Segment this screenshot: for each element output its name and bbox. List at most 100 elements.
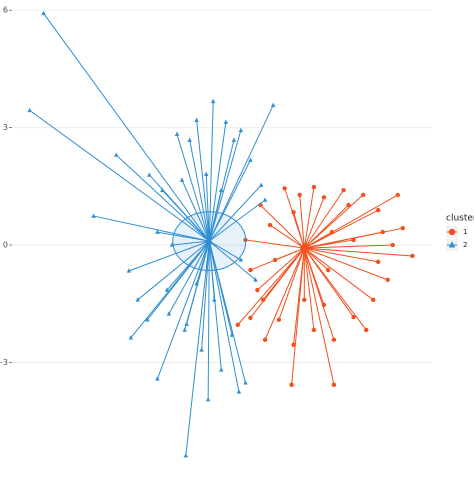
point (297, 192, 302, 198)
data (27, 10, 415, 458)
point (385, 277, 390, 283)
y-tick-label: 0 (3, 241, 8, 250)
point (128, 335, 134, 340)
point (147, 172, 152, 177)
star-segment (205, 174, 210, 242)
point (331, 337, 337, 342)
point (364, 327, 369, 333)
star-segment (208, 105, 274, 242)
point (41, 10, 46, 16)
star-segment (146, 240, 210, 321)
point (255, 287, 260, 293)
star-segment (162, 189, 210, 242)
point (259, 182, 264, 187)
star-segment (304, 247, 388, 281)
star-segment (304, 244, 393, 249)
star-segment (293, 212, 305, 249)
star-segment (208, 130, 242, 242)
point (164, 287, 170, 292)
point (410, 253, 415, 259)
point (302, 297, 307, 303)
star-segment (304, 247, 413, 257)
point (91, 213, 96, 218)
point (187, 137, 192, 142)
star-segment (237, 247, 305, 326)
point (311, 327, 317, 333)
point (351, 237, 356, 243)
point (183, 452, 189, 458)
point (370, 297, 376, 303)
point (341, 188, 346, 193)
point (262, 337, 268, 342)
y-tick-label: 3 (3, 123, 8, 132)
star-segment (304, 247, 374, 301)
point (199, 347, 204, 352)
star-segment (303, 247, 329, 271)
point (331, 382, 337, 387)
point (321, 195, 327, 200)
point (145, 317, 150, 322)
point (169, 242, 175, 247)
point (321, 302, 327, 308)
star-segment (43, 13, 210, 242)
legend-label: 1 (463, 228, 467, 236)
point (114, 152, 119, 157)
star-segment (201, 241, 210, 350)
point (291, 342, 296, 348)
point (236, 389, 242, 394)
star-segment (207, 241, 210, 400)
star-segment (303, 248, 335, 385)
point (212, 297, 217, 302)
star-segment (304, 231, 333, 249)
star-segment (304, 209, 379, 249)
point (238, 257, 244, 262)
point (375, 259, 381, 265)
star-segment (264, 247, 305, 340)
star-segment (257, 247, 305, 291)
star-segment (176, 134, 210, 242)
point (311, 184, 317, 190)
point (395, 192, 400, 198)
legend-title: cluster (446, 214, 474, 224)
point (253, 277, 258, 282)
star-segment (156, 240, 210, 380)
y-tick-label: -3 (0, 358, 8, 367)
point (282, 186, 287, 191)
centroid (205, 236, 214, 245)
star-segment (171, 240, 210, 246)
point (229, 332, 235, 337)
point (390, 242, 395, 248)
point (262, 197, 268, 202)
point (235, 322, 240, 328)
legend-symbol (448, 228, 456, 236)
point (210, 98, 216, 104)
point (155, 376, 160, 381)
point (27, 107, 32, 113)
point (204, 171, 209, 176)
point (179, 177, 185, 182)
star-segment (303, 197, 325, 249)
star-segment (208, 184, 262, 242)
star-segment (128, 240, 210, 272)
point (248, 267, 253, 273)
point (329, 229, 335, 235)
point (351, 314, 356, 320)
star-segment (269, 224, 305, 249)
point (291, 209, 296, 215)
star-segment (245, 239, 305, 249)
star-segment (157, 231, 210, 242)
star-segment (303, 247, 325, 306)
point (289, 382, 294, 387)
star-segment (304, 247, 379, 263)
point (160, 187, 165, 192)
star-segment (115, 154, 210, 242)
star-segment (303, 204, 349, 249)
star-segment (29, 109, 210, 242)
star-segment (209, 199, 266, 242)
point (400, 225, 405, 231)
star-segment (189, 140, 210, 242)
point (243, 380, 248, 385)
star-segment (185, 241, 210, 456)
point (174, 131, 180, 137)
